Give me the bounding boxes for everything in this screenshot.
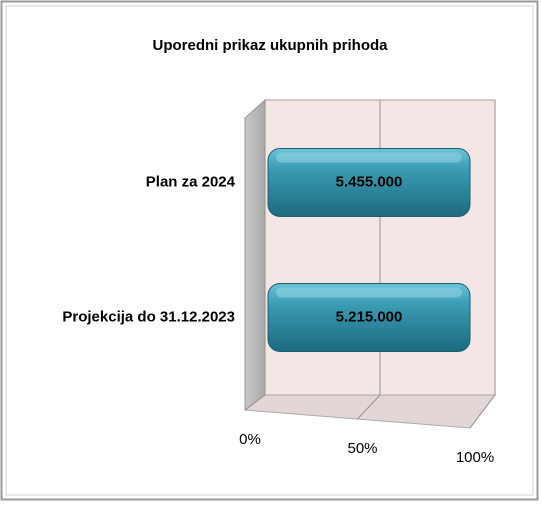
x-tick-label: 0%: [239, 431, 261, 448]
chart-title: Uporedni prikaz ukupnih prihoda: [152, 37, 388, 54]
value-label: 5.455.000: [336, 173, 403, 190]
value-label: 5.215.000: [336, 308, 403, 325]
floor-grid-line: [357, 394, 381, 420]
side-wall: [244, 98, 266, 411]
y-tick-label: Projekcija do 31.12.2023: [62, 308, 235, 325]
inner-frame: [5, 5, 534, 496]
bar-highlight: [276, 152, 462, 163]
bar: [267, 283, 471, 352]
x-tick-label: 100%: [456, 449, 494, 466]
floor-grid-line: [469, 394, 496, 429]
floor-grid-line: [244, 394, 266, 411]
bar: [267, 148, 471, 217]
y-tick-label: Plan za 2024: [146, 173, 236, 190]
x-tick-label: 50%: [347, 440, 377, 457]
bar-highlight: [276, 287, 462, 298]
